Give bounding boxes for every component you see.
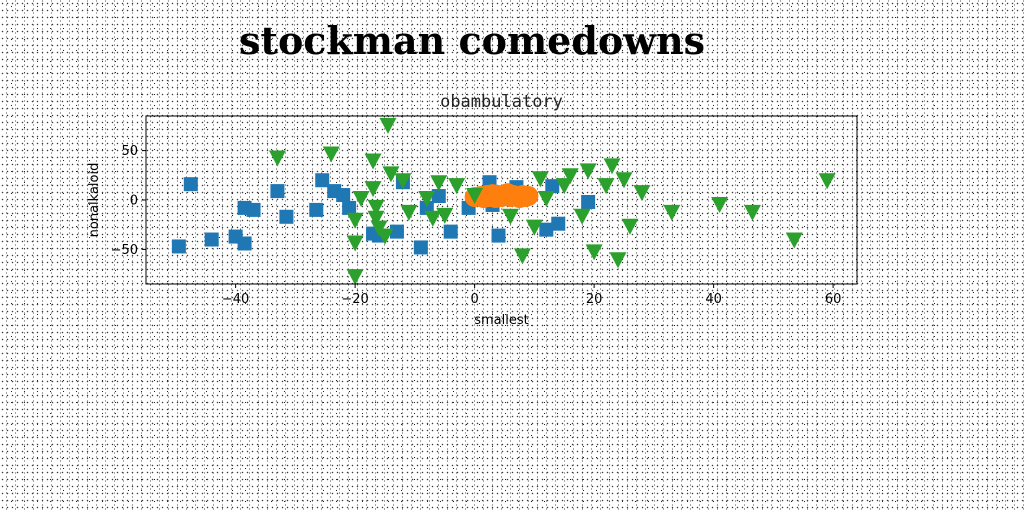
scatter-point-series-2 — [382, 166, 400, 183]
scatter-point-series-2 — [367, 210, 385, 227]
scatter-point-series-2 — [448, 178, 466, 195]
x-tick-label: 60 — [825, 292, 842, 307]
scatter-point-series-2 — [615, 172, 633, 189]
scatter-point-series-2 — [364, 181, 382, 198]
scatter-point-series-0 — [279, 209, 294, 224]
x-tick-label: −20 — [341, 292, 368, 307]
scatter-point-series-2 — [367, 199, 385, 216]
scatter-point-series-0 — [551, 216, 566, 231]
axis-ticks: −40 −20 0 20 40 60 −50 0 50 — [111, 144, 842, 307]
scatter-point-series-2 — [346, 235, 364, 252]
scatter-point-series-2 — [424, 210, 442, 227]
scatter-point-series-2 — [579, 163, 597, 180]
scatter-point-series-2 — [430, 175, 448, 192]
scatter-point-series-2 — [466, 188, 484, 205]
scatter-point-series-0 — [431, 189, 446, 204]
x-axis-label: smallest — [474, 313, 529, 328]
scatter-point-series-2 — [418, 191, 436, 208]
scatter-point-series-2 — [818, 173, 836, 190]
x-tick-label: 40 — [705, 292, 722, 307]
scatter-point-series-2 — [379, 117, 397, 134]
scatter-point-series-2 — [743, 204, 761, 221]
scatter-point-series-2 — [573, 208, 591, 225]
scatter-point-series-0 — [237, 236, 252, 251]
scatter-point-series-2 — [268, 150, 286, 167]
scatter-point-series-2 — [346, 269, 364, 286]
y-tick-label: 50 — [121, 144, 138, 159]
scatter-point-series-2 — [561, 168, 579, 185]
scatter-point-series-0 — [342, 200, 357, 215]
scatter-point-series-0 — [309, 202, 324, 217]
scatter-point-series-2 — [364, 153, 382, 170]
scatter-point-series-0 — [539, 222, 554, 237]
scatter-point-series-2 — [603, 158, 621, 175]
scatter-point-series-2 — [501, 208, 519, 225]
scatter-point-series-2 — [322, 146, 340, 163]
scatter-point-series-0 — [171, 239, 186, 254]
scatter-point-series-0 — [581, 194, 596, 209]
scatter-point-series-0 — [491, 228, 506, 243]
scatter-point-series-0 — [204, 232, 219, 247]
x-tick-label: 0 — [470, 292, 478, 307]
scatter-point-series-2 — [555, 178, 573, 195]
scatter-point-series-2 — [376, 228, 394, 245]
scatter-point-series-0 — [545, 179, 560, 194]
plot-markers — [171, 117, 836, 286]
scatter-point-series-0 — [315, 173, 330, 188]
scatter-point-series-0 — [389, 224, 404, 239]
scatter-point-series-2 — [711, 196, 729, 213]
scatter-point-series-2 — [525, 219, 543, 236]
scatter-point-series-2 — [633, 185, 651, 202]
y-tick-label: −50 — [111, 243, 138, 258]
scatter-point-series-2 — [352, 191, 370, 208]
y-tick-label: 0 — [130, 194, 138, 209]
y-axis-label: nonalkaloid — [87, 163, 102, 238]
axes-title: obambulatory — [440, 92, 563, 112]
figure-title: stockman comedowns — [239, 18, 705, 63]
scatter-point-series-0 — [270, 184, 285, 199]
scatter-point-series-2 — [394, 173, 412, 190]
scatter-point-series-0 — [443, 224, 458, 239]
scatter-point-series-2 — [597, 178, 615, 195]
scatter-point-series-2 — [531, 171, 549, 188]
scatter-point-series-2 — [621, 218, 639, 235]
x-tick-label: 20 — [586, 292, 603, 307]
scatter-point-series-1 — [518, 186, 539, 207]
scatter-point-series-2 — [663, 204, 681, 221]
scatter-point-series-2 — [785, 232, 803, 249]
scatter-point-series-2 — [513, 248, 531, 265]
scatter-point-series-0 — [413, 240, 428, 255]
scatter-point-series-2 — [609, 252, 627, 269]
scatter-point-series-0 — [246, 202, 261, 217]
scatter-point-series-2 — [585, 244, 603, 261]
x-tick-label: −40 — [222, 292, 249, 307]
scatter-point-series-2 — [346, 212, 364, 229]
scatter-point-series-2 — [400, 204, 418, 221]
scatter-point-series-0 — [183, 177, 198, 192]
scatter-point-series-0 — [336, 188, 351, 203]
scatter-point-series-2 — [436, 207, 454, 224]
scatter-point-series-2 — [537, 191, 555, 208]
